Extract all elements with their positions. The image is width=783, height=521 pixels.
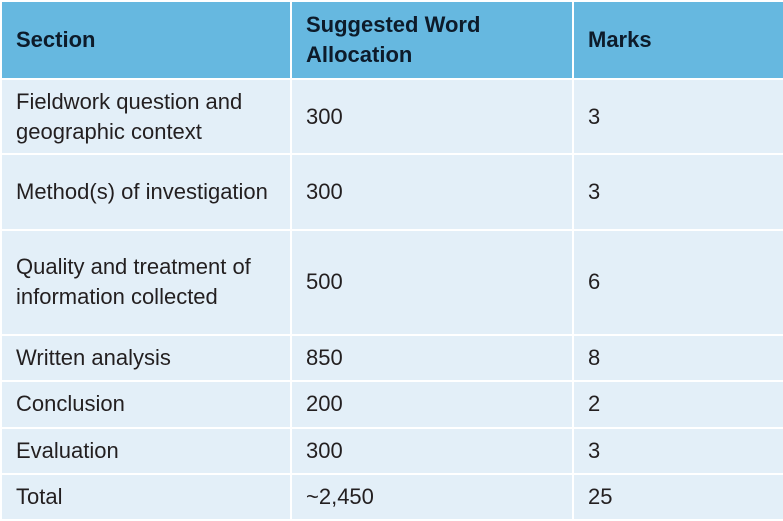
marks-cell: 3 — [572, 77, 783, 156]
words-cell: ~2,450 — [290, 472, 574, 521]
section-cell: Fieldwork question and geographic contex… — [0, 77, 292, 156]
table-row: Conclusion 200 2 — [0, 380, 783, 429]
total-row: Total ~2,450 25 — [0, 472, 783, 521]
header-section: Section — [0, 0, 292, 80]
words-cell: 850 — [290, 334, 574, 383]
words-cell: 300 — [290, 153, 574, 231]
marks-cell: 3 — [572, 153, 783, 231]
header-row: Section Suggested Word Allocation Marks — [0, 0, 783, 80]
marks-cell: 8 — [572, 334, 783, 383]
table-row: Method(s) of investigation 300 3 — [0, 153, 783, 231]
section-cell: Conclusion — [0, 380, 292, 429]
table-row: Fieldwork question and geographic contex… — [0, 77, 783, 156]
words-cell: 500 — [290, 228, 574, 337]
header-word-allocation: Suggested Word Allocation — [290, 0, 574, 80]
header-marks: Marks — [572, 0, 783, 80]
section-cell: Written analysis — [0, 334, 292, 383]
marks-cell: 2 — [572, 380, 783, 429]
marks-cell: 25 — [572, 472, 783, 521]
section-cell: Evaluation — [0, 426, 292, 475]
section-cell: Method(s) of investigation — [0, 153, 292, 231]
words-cell: 300 — [290, 77, 574, 156]
words-cell: 200 — [290, 380, 574, 429]
words-cell: 300 — [290, 426, 574, 475]
table-row: Quality and treatment of information col… — [0, 228, 783, 337]
section-cell: Total — [0, 472, 292, 521]
table-row: Evaluation 300 3 — [0, 426, 783, 475]
table-row: Written analysis 850 8 — [0, 334, 783, 383]
section-cell: Quality and treatment of information col… — [0, 228, 292, 337]
marks-cell: 3 — [572, 426, 783, 475]
marks-cell: 6 — [572, 228, 783, 337]
